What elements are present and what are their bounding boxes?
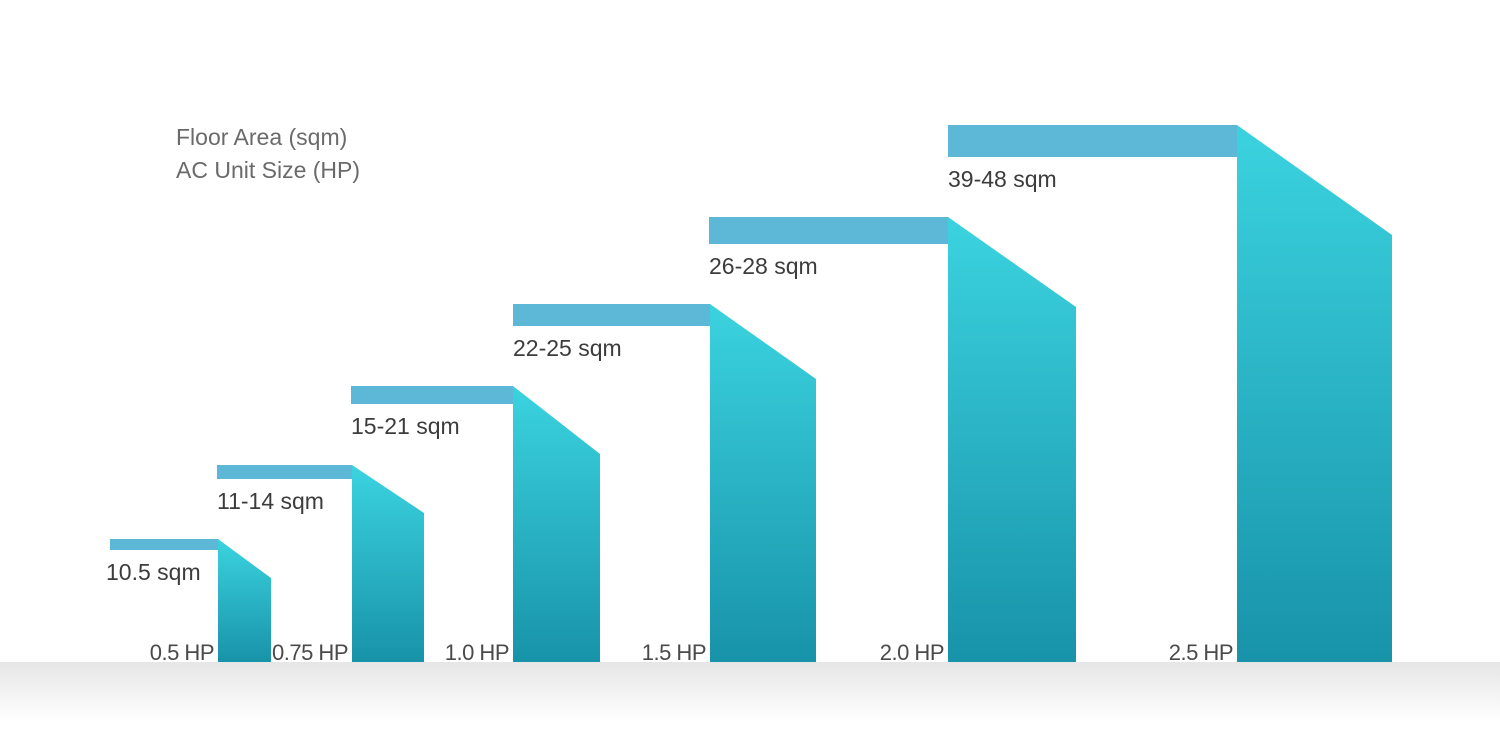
bar-group: 10.5 sqm 0.5 HP 11-14 sqm 0.75 HP 15-21 sqm 1… xyxy=(106,125,1392,665)
legend-floor-area: Floor Area (sqm) xyxy=(176,124,347,150)
floor-area-bar xyxy=(709,217,948,244)
floor-area-bar xyxy=(513,304,710,326)
unit-size-bar xyxy=(218,539,271,662)
unit-size-bar xyxy=(948,217,1076,662)
unit-size-bar xyxy=(710,304,816,662)
floor-area-bar xyxy=(948,125,1237,157)
unit-size-label: 2.5 HP xyxy=(1169,640,1233,665)
floor-area-label: 22-25 sqm xyxy=(513,335,622,361)
unit-size-label: 1.5 HP xyxy=(642,640,706,665)
legend-unit-size: AC Unit Size (HP) xyxy=(176,157,360,183)
floor-area-label: 15-21 sqm xyxy=(351,413,460,439)
unit-size-label: 2.0 HP xyxy=(880,640,944,665)
floor-area-label: 26-28 sqm xyxy=(709,253,818,279)
unit-size-label: 0.5 HP xyxy=(150,640,214,665)
ground-shadow xyxy=(0,662,1500,722)
floor-area-bar xyxy=(351,386,513,404)
unit-size-bar xyxy=(1237,125,1392,662)
floor-area-label: 39-48 sqm xyxy=(948,166,1057,192)
unit-size-bar xyxy=(513,386,600,662)
unit-size-label: 0.75 HP xyxy=(272,640,348,665)
floor-area-bar xyxy=(110,539,218,550)
unit-size-bar xyxy=(352,465,424,662)
unit-size-label: 1.0 HP xyxy=(445,640,509,665)
floor-area-label: 11-14 sqm xyxy=(217,488,324,514)
floor-area-bar xyxy=(217,465,352,479)
floor-area-label: 10.5 sqm xyxy=(106,559,201,585)
